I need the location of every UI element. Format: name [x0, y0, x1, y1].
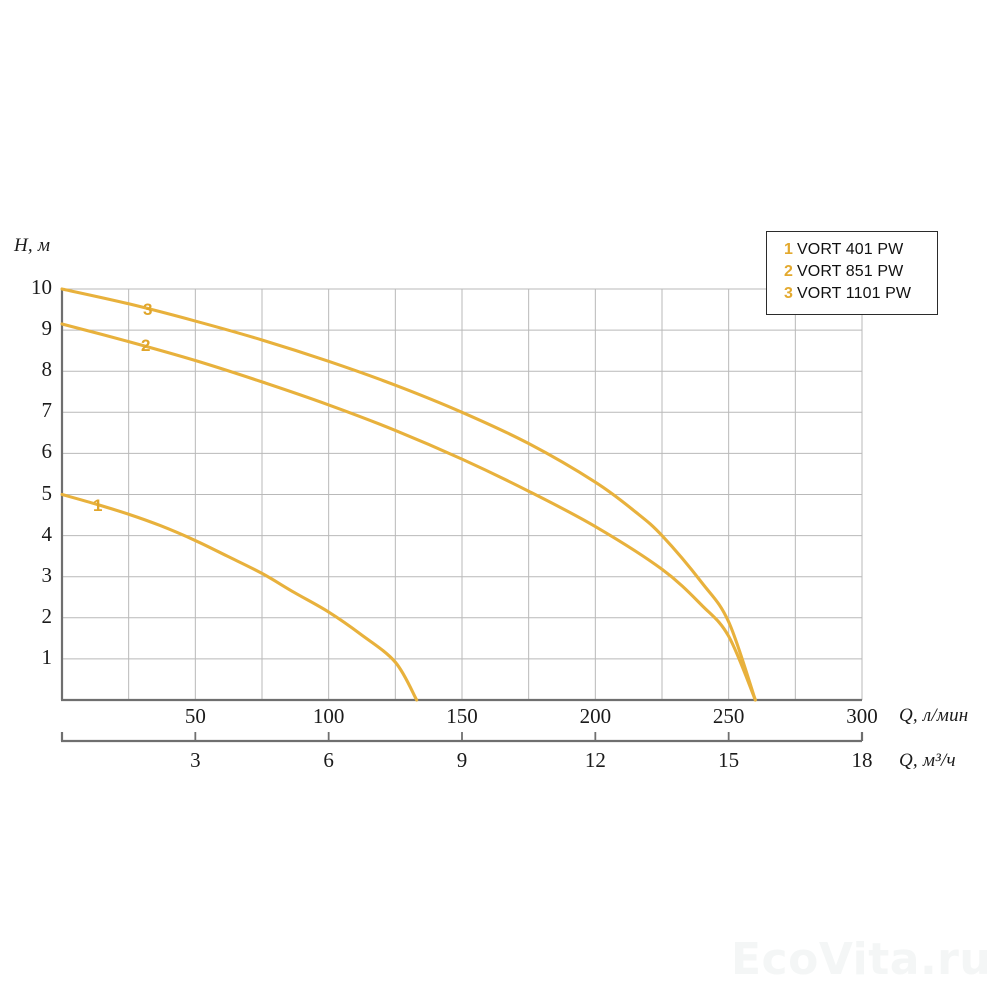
legend-item-3: 3 VORT 1101 PW	[784, 285, 937, 307]
y-tick-label: 4	[41, 521, 53, 546]
legend-label-1: VORT 401 PW	[797, 241, 904, 258]
curve-1	[60, 492, 419, 702]
tick-mark-layer	[194, 732, 863, 741]
legend-number-1: 1	[784, 241, 793, 258]
y-axis-title: H, м	[14, 235, 51, 256]
curve-label-1: 1	[93, 496, 103, 515]
x-tick-label-primary: 50	[184, 704, 206, 728]
legend-item-2: 2 VORT 851 PW	[784, 263, 937, 285]
legend-label-3: VORT 1101 PW	[797, 285, 912, 302]
x-tick-label-secondary: 9	[456, 748, 468, 772]
y-tick-label: 3	[41, 562, 53, 587]
curve-2	[60, 322, 757, 702]
x-axis-secondary-title: Q, м³/ч	[899, 750, 956, 771]
x-tick-label-secondary: 3	[190, 748, 201, 772]
x-axis-primary-title: Q, л/мин	[899, 705, 969, 726]
legend: 1 VORT 401 PW 2 VORT 851 PW 3 VORT 1101 …	[766, 231, 938, 315]
y-tick-label: 9	[41, 316, 53, 341]
curve-label-2: 2	[141, 336, 151, 355]
legend-number-3: 3	[784, 285, 793, 302]
y-tick-label: 6	[41, 439, 53, 464]
grid-layer	[61, 288, 863, 701]
curve-3	[60, 287, 757, 702]
y-tick-label: 7	[41, 398, 53, 423]
x-tick-label-secondary: 12	[584, 748, 606, 772]
curve-label-3: 3	[143, 300, 153, 319]
x-tick-label-primary: 250	[712, 704, 745, 728]
x-tick-label-secondary: 6	[323, 748, 334, 772]
curve-layer	[60, 287, 757, 702]
y-tick-label: 10	[31, 275, 52, 299]
y-tick-label: 2	[41, 603, 53, 628]
x-tick-label-primary: 100	[312, 704, 345, 728]
y-tick-label: 1	[41, 644, 53, 669]
x-tick-label-primary: 200	[579, 704, 612, 728]
y-tick-label: 5	[41, 480, 53, 505]
x-tick-label-primary: 300	[846, 704, 878, 728]
legend-item-1: 1 VORT 401 PW	[784, 241, 937, 263]
y-tick-label: 8	[41, 357, 53, 382]
x-tick-label-primary: 150	[446, 704, 478, 728]
x-tick-label-secondary: 15	[718, 748, 740, 772]
x-tick-label-secondary: 18	[851, 748, 873, 772]
watermark: EcoVita.ru	[731, 934, 992, 985]
legend-number-2: 2	[784, 263, 793, 280]
legend-label-2: VORT 851 PW	[797, 263, 904, 280]
